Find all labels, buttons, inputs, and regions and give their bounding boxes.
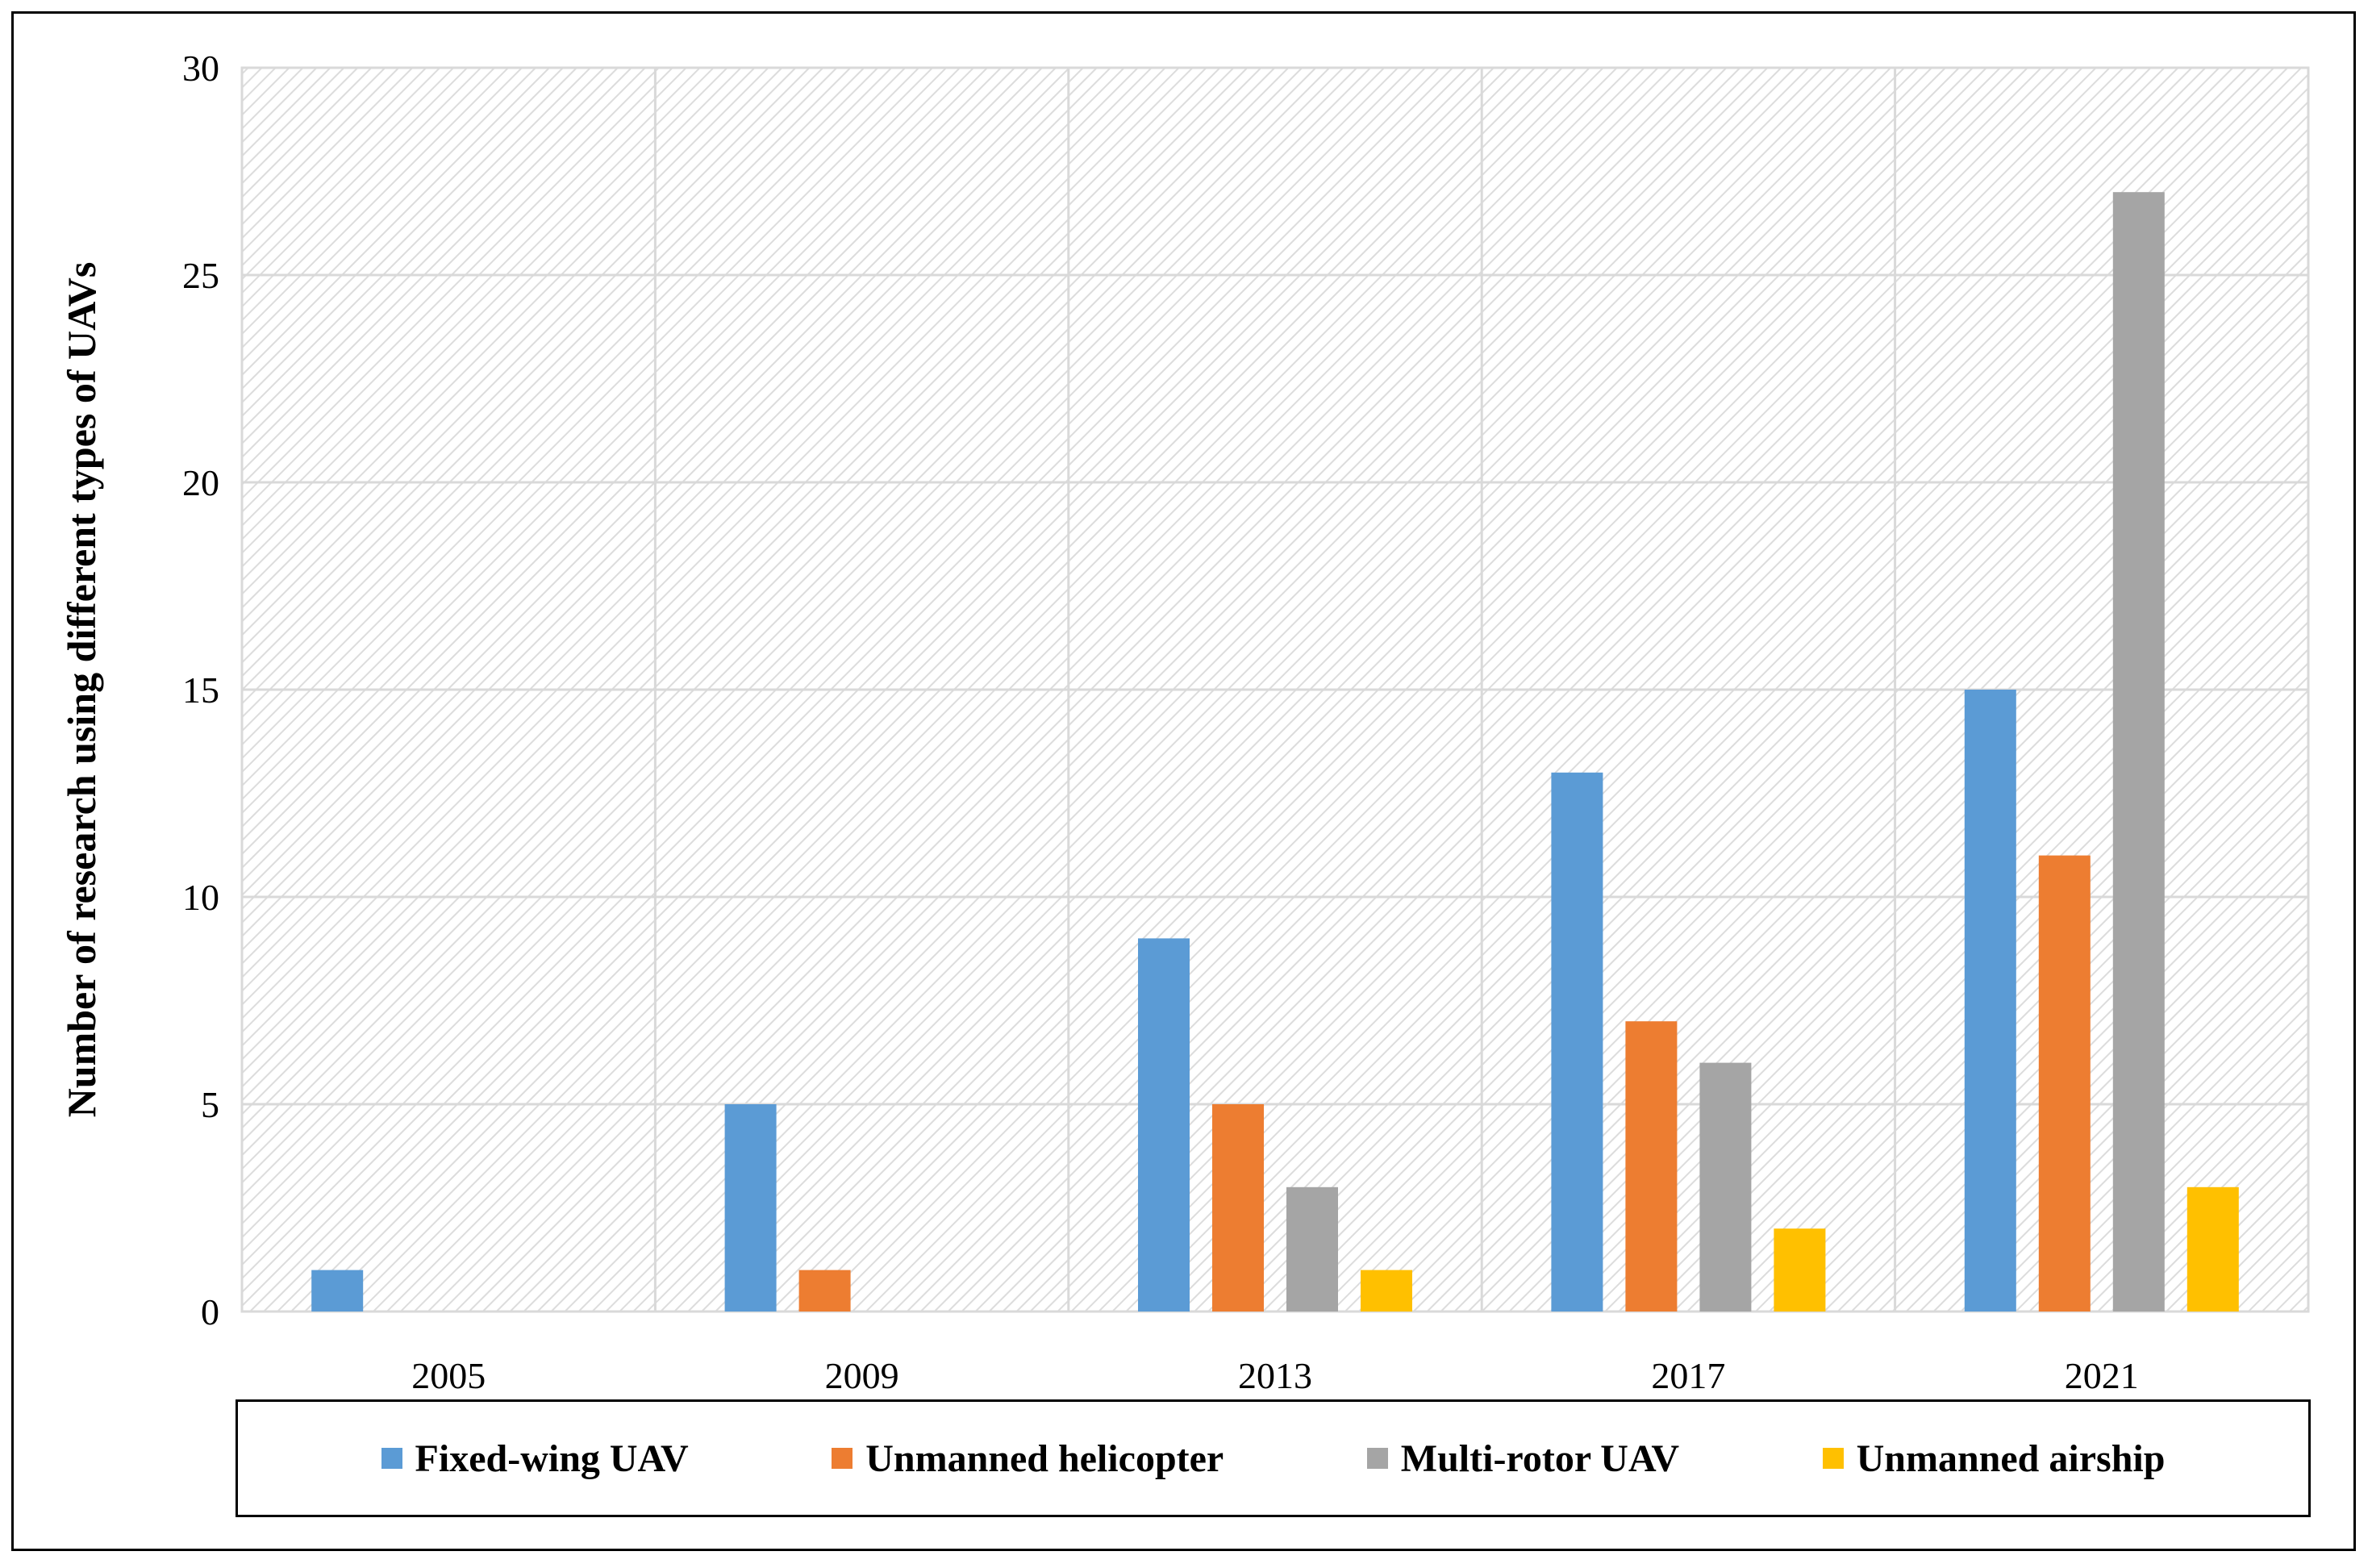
legend-item-fixed-wing: Fixed-wing UAV [381,1437,689,1481]
bar-multi-rotor-uav-2017 [1699,1062,1752,1312]
y-tick-label: 25 [182,255,219,296]
legend-item-airship: Unmanned airship [1822,1437,2166,1481]
bar-multi-rotor-uav-2013 [1286,1186,1338,1312]
bar-unmanned-helicopter-2017 [1625,1021,1678,1312]
y-tick-labels: 0 5 10 15 20 25 30 [182,48,219,1332]
bar-fixed-wing-uav-2021 [1964,690,2016,1312]
gridlines [242,66,2308,1313]
legend-swatch-airship [1822,1448,1844,1469]
legend-swatch-helicopter [832,1448,853,1469]
bar-multi-rotor-uav-2021 [2112,192,2165,1312]
legend-label-airship: Unmanned airship [1856,1437,2166,1480]
legend: Fixed-wing UAV Unmanned helicopter Multi… [236,1399,2311,1517]
legend-item-multi-rotor: Multi-rotor UAV [1366,1437,1680,1481]
y-tick-label: 30 [182,48,219,89]
y-tick-label: 20 [182,462,219,503]
bar-fixed-wing-uav-2017 [1551,772,1603,1312]
legend-label-fixed-wing: Fixed-wing UAV [415,1437,689,1480]
legend-label-multi-rotor: Multi-rotor UAV [1400,1437,1680,1480]
y-tick-label: 10 [182,877,219,918]
y-tick-label: 5 [201,1084,219,1125]
bar-unmanned-helicopter-2009 [798,1270,851,1312]
bar-unmanned-helicopter-2013 [1212,1104,1264,1312]
x-tick-label: 2009 [825,1355,899,1396]
legend-item-helicopter: Unmanned helicopter [832,1437,1224,1481]
legend-swatch-multi-rotor [1366,1448,1388,1469]
legend-swatch-fixed-wing [381,1448,402,1469]
x-tick-label: 2021 [2065,1355,2139,1396]
y-tick-label: 15 [182,669,219,711]
x-tick-label: 2017 [1651,1355,1725,1396]
x-tick-labels: 2005 2009 2013 2017 2021 [411,1355,2139,1396]
bars-group [311,192,2239,1312]
bar-unmanned-airship-2013 [1361,1270,1412,1312]
bar-fixed-wing-uav-2009 [724,1104,777,1312]
legend-label-helicopter: Unmanned helicopter [865,1437,1224,1480]
bar-fixed-wing-uav-2005 [311,1270,364,1312]
bar-unmanned-airship-2021 [2186,1186,2239,1312]
x-tick-label: 2013 [1238,1355,1312,1396]
bar-unmanned-helicopter-2021 [2038,855,2091,1312]
bar-fixed-wing-uav-2013 [1138,938,1190,1312]
y-tick-label: 0 [201,1291,219,1332]
y-axis-label: Number of research using different types… [59,262,104,1118]
x-tick-label: 2005 [411,1355,486,1396]
bar-unmanned-airship-2017 [1774,1228,1826,1312]
